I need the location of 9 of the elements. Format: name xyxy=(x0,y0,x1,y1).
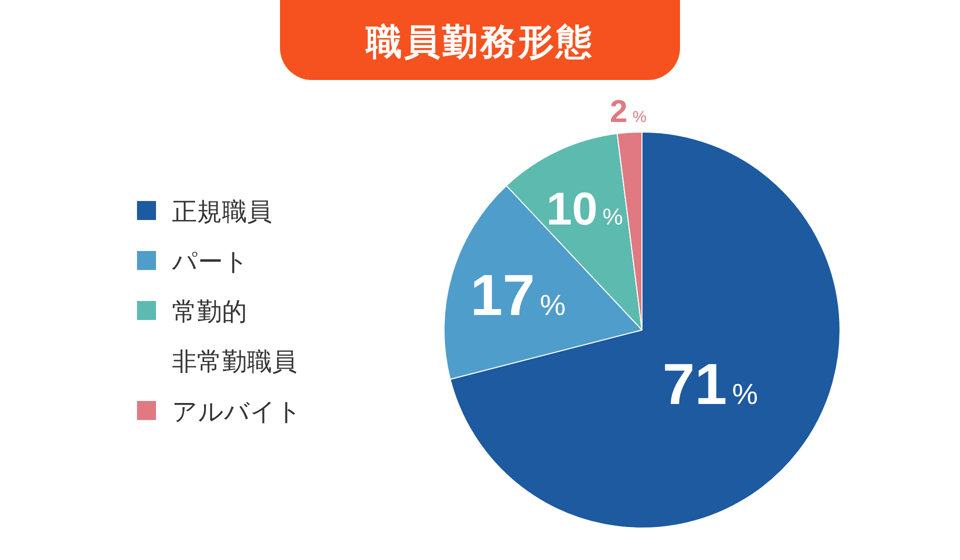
legend-label: 常勤的非常勤職員 xyxy=(172,297,297,376)
data-label: 2% xyxy=(610,92,646,129)
chart-title: 職員勤務形態 xyxy=(365,22,594,63)
data-label: 71% xyxy=(662,352,758,417)
legend-label: 正規職員 xyxy=(172,197,272,226)
legend-label: アルバイト xyxy=(172,397,302,426)
legend-label: パート xyxy=(171,247,249,276)
data-label: 17% xyxy=(470,262,566,328)
data-label: 10% xyxy=(546,182,623,235)
